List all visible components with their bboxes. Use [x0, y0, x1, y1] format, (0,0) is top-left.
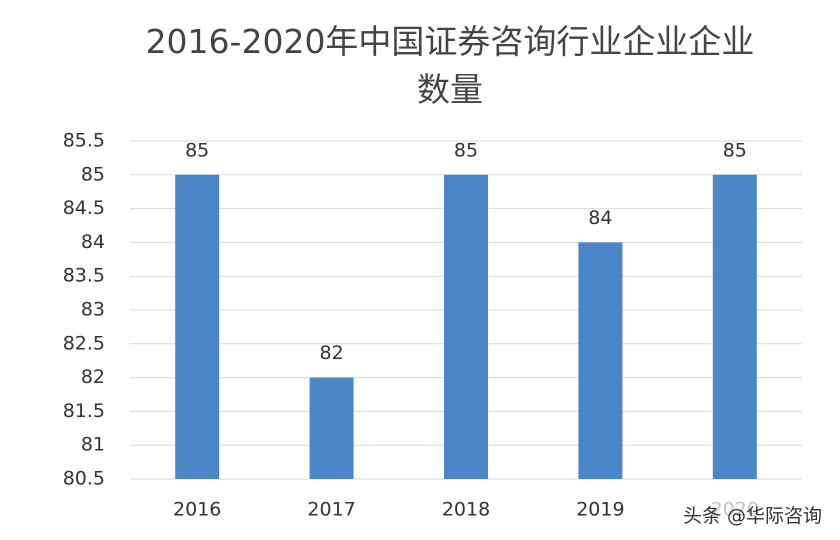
y-tick-label: 84.5 [63, 197, 105, 219]
x-tick-label: 2018 [442, 499, 490, 521]
y-tick-label: 85 [81, 163, 105, 185]
bar [578, 242, 623, 479]
x-tick-label: 2017 [307, 499, 355, 521]
bar [712, 174, 757, 480]
data-label: 85 [454, 139, 478, 161]
data-label: 84 [588, 207, 612, 229]
y-tick-label: 83 [81, 299, 105, 321]
y-tick-label: 81.5 [63, 400, 105, 422]
y-tick-label: 83.5 [63, 265, 105, 287]
y-tick-label: 82 [81, 366, 105, 388]
y-tick-label: 84 [81, 231, 105, 253]
x-tick-label: 2016 [173, 499, 221, 521]
y-tick-label: 85.5 [63, 130, 105, 152]
y-tick-label: 81 [81, 434, 105, 456]
y-tick-label: 82.5 [63, 332, 105, 354]
bar [444, 174, 488, 480]
bar [309, 377, 354, 479]
bar [175, 174, 220, 480]
y-tick-label: 80.5 [63, 468, 105, 490]
data-label: 85 [723, 139, 747, 161]
x-tick-label: 2019 [576, 499, 624, 521]
data-label: 82 [320, 342, 344, 364]
data-label: 85 [185, 139, 209, 161]
watermark: 头条 @华际咨询 [678, 499, 826, 530]
chart-title: 2016-2020年中国证券咨询行业企业企业数量 [145, 22, 755, 109]
